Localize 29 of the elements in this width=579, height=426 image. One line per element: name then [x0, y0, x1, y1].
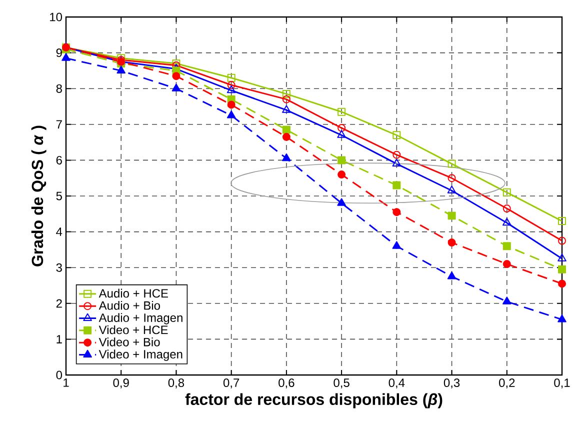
x-tick-label: 0,6: [278, 378, 294, 388]
y-tick-label: 8: [56, 84, 62, 93]
x-tick-label: 0,3: [444, 378, 460, 388]
y-tick-label: 10: [50, 12, 62, 22]
y-tick-label: 1: [56, 335, 62, 344]
x-tick-label: 0,2: [499, 378, 515, 388]
y-axis-title: Grado de QoS ( α ): [31, 126, 46, 266]
y-tick-label: 2: [56, 299, 62, 308]
y-tick-label: 0: [56, 370, 62, 380]
x-tick-label: 0,4: [388, 378, 405, 388]
y-tick-label: 9: [56, 48, 62, 58]
legend-label: Video + Imagen: [98, 350, 182, 361]
y-tick-label: 7: [56, 120, 62, 129]
x-tick-label: 0,9: [113, 378, 129, 388]
x-tick-label: 1: [64, 378, 69, 387]
y-tick-label: 6: [56, 156, 62, 164]
x-tick-label: 0,8: [168, 378, 184, 388]
x-tick-label: 0,5: [334, 378, 350, 388]
legend-label: Audio + Bio: [98, 300, 160, 310]
y-tick-label: 3: [56, 263, 62, 272]
legend-label: Audio + HCE: [98, 288, 168, 298]
legend-label: Audio + Imagen: [98, 313, 182, 324]
legend-label: Video + HCE: [98, 325, 168, 334]
legend-label: Video + Bio: [98, 338, 160, 346]
y-tick-label: 5: [56, 192, 62, 200]
x-tick-label: 0,7: [223, 378, 240, 388]
x-axis-title: factor de recursos disponibles (β): [185, 393, 442, 408]
x-tick-label: 0,1: [554, 378, 570, 388]
y-tick-label: 4: [56, 228, 62, 236]
